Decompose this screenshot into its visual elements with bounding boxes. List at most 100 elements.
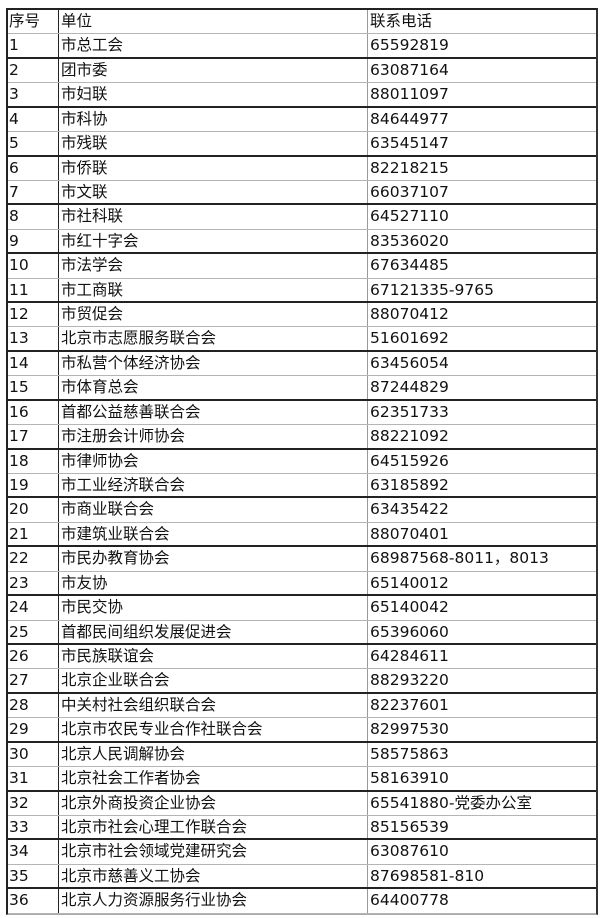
cell-organization: 市科协 xyxy=(59,107,368,132)
cell-phone: 64284611 xyxy=(370,646,449,665)
cell-phone: 64400778 xyxy=(370,891,449,910)
cell-index: 31 xyxy=(8,767,59,790)
cell-phone: 68987568-8011，8013 xyxy=(370,549,549,568)
cell-organization: 市总工会 xyxy=(59,34,368,57)
cell-index: 36 xyxy=(8,889,59,913)
cell-index: 23 xyxy=(8,571,59,595)
cell-organization: 市律师协会 xyxy=(59,449,368,474)
cell-phone: 66037107 xyxy=(370,182,449,201)
cell-organization: 北京人力资源服务行业协会 xyxy=(59,889,368,913)
cell-organization: 北京社会工作者协会 xyxy=(59,767,368,790)
table-row: 4 市科协 84644977 xyxy=(8,107,596,133)
cell-organization: 市妇联 xyxy=(59,83,368,106)
table-row: 14 市私营个体经济协会 63456054 xyxy=(8,351,596,377)
cell-organization: 市侨联 xyxy=(59,156,368,180)
cell-organization: 市法学会 xyxy=(59,254,368,278)
cell-phone: 63456054 xyxy=(370,353,449,372)
cell-organization: 北京市慈善义工协会 xyxy=(59,864,368,888)
table-row: 35 北京市慈善义工协会 87698581-810 xyxy=(8,864,596,890)
cell-organization: 市民交协 xyxy=(59,596,368,620)
cell-phone: 58163910 xyxy=(370,769,449,788)
cell-organization: 市红十字会 xyxy=(59,229,368,253)
table-row: 22 市民办教育协会 68987568-8011，8013 xyxy=(8,547,596,572)
cell-organization: 市贸促会 xyxy=(59,303,368,327)
table-row: 6 市侨联 82218215 xyxy=(8,156,596,181)
cell-index: 4 xyxy=(8,107,59,132)
cell-index: 34 xyxy=(8,840,59,864)
cell-index: 32 xyxy=(8,791,59,815)
header-organization: 单位 xyxy=(59,10,368,34)
cell-organization: 首都公益慈善联合会 xyxy=(59,400,368,425)
cell-phone: 88221092 xyxy=(370,427,449,446)
cell-index: 6 xyxy=(8,156,59,180)
cell-phone: 65541880-党委办公室 xyxy=(370,793,532,812)
table-row: 26 市民族联谊会 64284611 xyxy=(8,644,596,670)
contact-table: 序号 单位 联系电话 1 市总工会 65592819 2 团市委 63087164 3 市妇联… xyxy=(6,8,598,915)
table-row: 36 北京人力资源服务行业协会 64400778 xyxy=(8,889,596,914)
cell-index: 8 xyxy=(8,205,59,229)
cell-phone: 65396060 xyxy=(370,622,449,641)
cell-phone: 82237601 xyxy=(370,695,449,714)
cell-index: 29 xyxy=(8,718,59,741)
cell-organization: 市民办教育协会 xyxy=(59,547,368,571)
cell-index: 13 xyxy=(8,327,59,350)
cell-organization: 市民族联谊会 xyxy=(59,644,368,669)
cell-organization: 市商业联合会 xyxy=(59,498,368,522)
cell-phone: 84644977 xyxy=(370,109,449,128)
cell-organization: 北京市农民专业合作社联合会 xyxy=(59,718,368,741)
table-row: 32 北京外商投资企业协会 65541880-党委办公室 xyxy=(8,791,596,816)
table-row: 28 中关村社会组织联合会 82237601 xyxy=(8,693,596,719)
cell-organization: 中关村社会组织联合会 xyxy=(59,693,368,718)
cell-phone: 63435422 xyxy=(370,500,449,519)
cell-index: 2 xyxy=(8,58,59,83)
header-index: 序号 xyxy=(8,10,59,34)
cell-phone: 65592819 xyxy=(370,36,449,55)
table-row: 27 北京企业联合会 88293220 xyxy=(8,669,596,694)
cell-index: 3 xyxy=(8,83,59,106)
header-phone: 联系电话 xyxy=(370,12,433,30)
table-row: 3 市妇联 88011097 xyxy=(8,83,596,108)
table-row: 29 北京市农民专业合作社联合会 82997530 xyxy=(8,718,596,743)
cell-phone: 63087164 xyxy=(370,60,449,79)
cell-index: 22 xyxy=(8,547,59,571)
cell-phone: 88293220 xyxy=(370,671,449,690)
cell-phone: 82997530 xyxy=(370,720,449,739)
cell-organization: 北京外商投资企业协会 xyxy=(59,791,368,815)
cell-phone: 88011097 xyxy=(370,85,449,104)
cell-organization: 市私营个体经济协会 xyxy=(59,351,368,376)
table-row: 11 市工商联 67121335-9765 xyxy=(8,278,596,304)
table-header-row: 序号 单位 联系电话 xyxy=(8,10,596,35)
cell-index: 9 xyxy=(8,229,59,253)
cell-phone: 83536020 xyxy=(370,231,449,250)
cell-phone: 82218215 xyxy=(370,158,449,177)
cell-organization: 市工业经济联合会 xyxy=(59,474,368,497)
cell-phone: 64515926 xyxy=(370,451,449,470)
table-row: 24 市民交协 65140042 xyxy=(8,596,596,621)
cell-phone: 62351733 xyxy=(370,402,449,421)
cell-phone: 63087610 xyxy=(370,842,449,861)
cell-index: 1 xyxy=(8,34,59,57)
cell-organization: 市工商联 xyxy=(59,278,368,302)
table-row: 33 北京市社会心理工作联合会 85156539 xyxy=(8,815,596,841)
table-row: 9 市红十字会 83536020 xyxy=(8,229,596,255)
cell-organization: 北京人民调解协会 xyxy=(59,742,368,767)
table-row: 21 市建筑业联合会 88070401 xyxy=(8,522,596,548)
cell-index: 24 xyxy=(8,596,59,620)
table-row: 13 北京市志愿服务联合会 51601692 xyxy=(8,327,596,352)
table-row: 1 市总工会 65592819 xyxy=(8,34,596,59)
cell-organization: 北京市社会领域党建研究会 xyxy=(59,840,368,864)
table-row: 31 北京社会工作者协会 58163910 xyxy=(8,767,596,792)
cell-index: 18 xyxy=(8,449,59,474)
cell-organization: 团市委 xyxy=(59,58,368,83)
cell-phone: 88070401 xyxy=(370,524,449,543)
cell-phone: 87244829 xyxy=(370,378,449,397)
cell-index: 25 xyxy=(8,620,59,643)
table-row: 8 市社科联 64527110 xyxy=(8,205,596,230)
table-row: 34 北京市社会领域党建研究会 63087610 xyxy=(8,840,596,865)
table-row: 2 团市委 63087164 xyxy=(8,58,596,84)
cell-index: 15 xyxy=(8,376,59,399)
cell-organization: 北京企业联合会 xyxy=(59,669,368,692)
cell-phone: 67634485 xyxy=(370,256,449,275)
table-row: 17 市注册会计师协会 88221092 xyxy=(8,425,596,450)
cell-index: 28 xyxy=(8,693,59,718)
